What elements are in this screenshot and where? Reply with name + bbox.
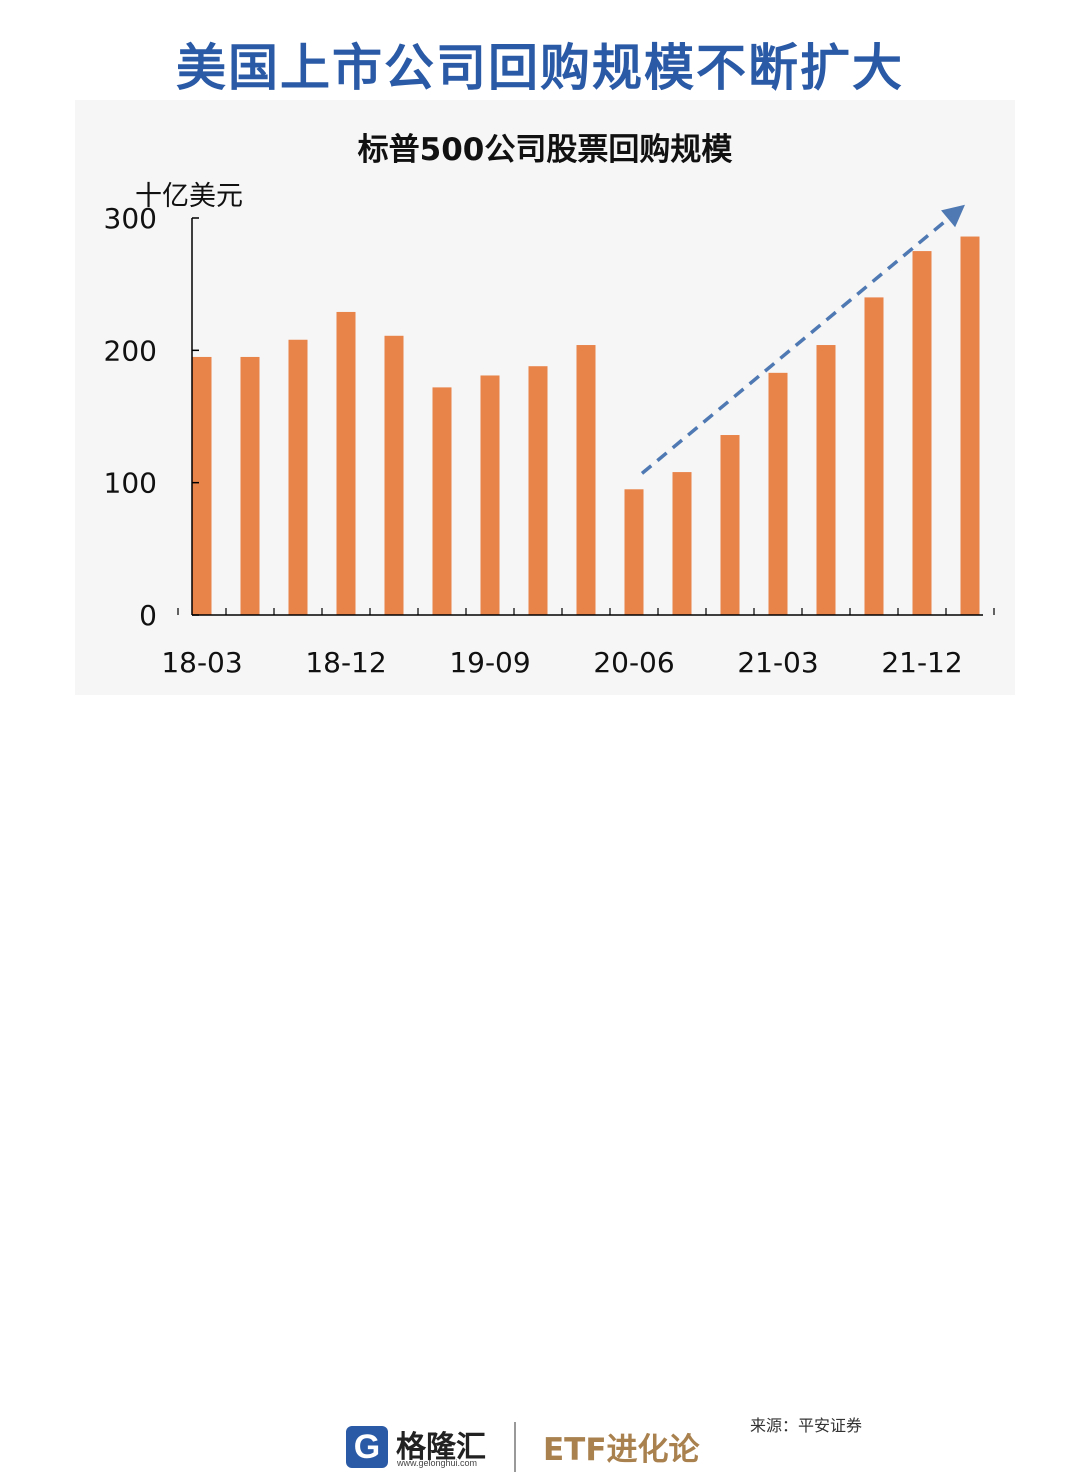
x-tick-label-19-09: 19-09 (449, 646, 530, 679)
bar-22-03 (960, 236, 980, 615)
bar-18-09 (288, 339, 308, 615)
bar-21-09 (864, 297, 884, 615)
brand-name: ETF进化论 (543, 1432, 700, 1468)
x-tick-label-21-12: 21-12 (881, 646, 962, 679)
bar-20-12 (720, 435, 740, 615)
x-tick-label-20-06: 20-06 (593, 646, 674, 679)
bar-20-09 (672, 472, 692, 615)
y-tick-label-0: 0 (139, 599, 157, 632)
trend-arrow-head (941, 204, 965, 228)
footer: G 格隆汇 www.gelonghui.com ETF进化论 来源：平安证券 (0, 700, 1080, 1472)
page-headline: 美国上市公司回购规模不断扩大 (176, 39, 904, 97)
bar-20-06 (624, 489, 644, 615)
y-tick-label-100: 100 (104, 467, 157, 500)
logo-url: www.gelonghui.com (397, 1458, 478, 1468)
bar-19-12 (528, 366, 548, 615)
bar-18-06 (240, 356, 260, 615)
bar-18-03 (192, 356, 212, 615)
bar-20-03 (576, 345, 596, 615)
bar-21-12 (912, 251, 932, 616)
x-tick-label-18-12: 18-12 (305, 646, 386, 679)
x-tick-label-21-03: 21-03 (737, 646, 818, 679)
bar-21-03 (768, 372, 788, 615)
bar-19-09 (480, 375, 500, 615)
x-tick-label-18-03: 18-03 (161, 646, 242, 679)
footer-divider (514, 1422, 516, 1472)
y-axis-unit-label: 十亿美元 (135, 181, 243, 212)
bar-21-06 (816, 345, 836, 615)
bar-19-06 (432, 387, 452, 615)
trend-arrow-line (640, 217, 950, 475)
y-tick-label-200: 200 (104, 334, 157, 367)
chart-title: 标普500公司股票回购规模 (358, 132, 733, 168)
source-note: 来源：平安证券 (750, 1416, 863, 1435)
chart-panel: 标普500公司股票回购规模十亿美元 0 100 200 300 18-03 18-12 19-… (75, 100, 1015, 695)
bar-18-12 (336, 311, 356, 615)
y-tick-label-300: 300 (104, 202, 157, 235)
bar-19-03 (384, 335, 404, 615)
gelonghui-logo-icon: G (346, 1426, 388, 1468)
